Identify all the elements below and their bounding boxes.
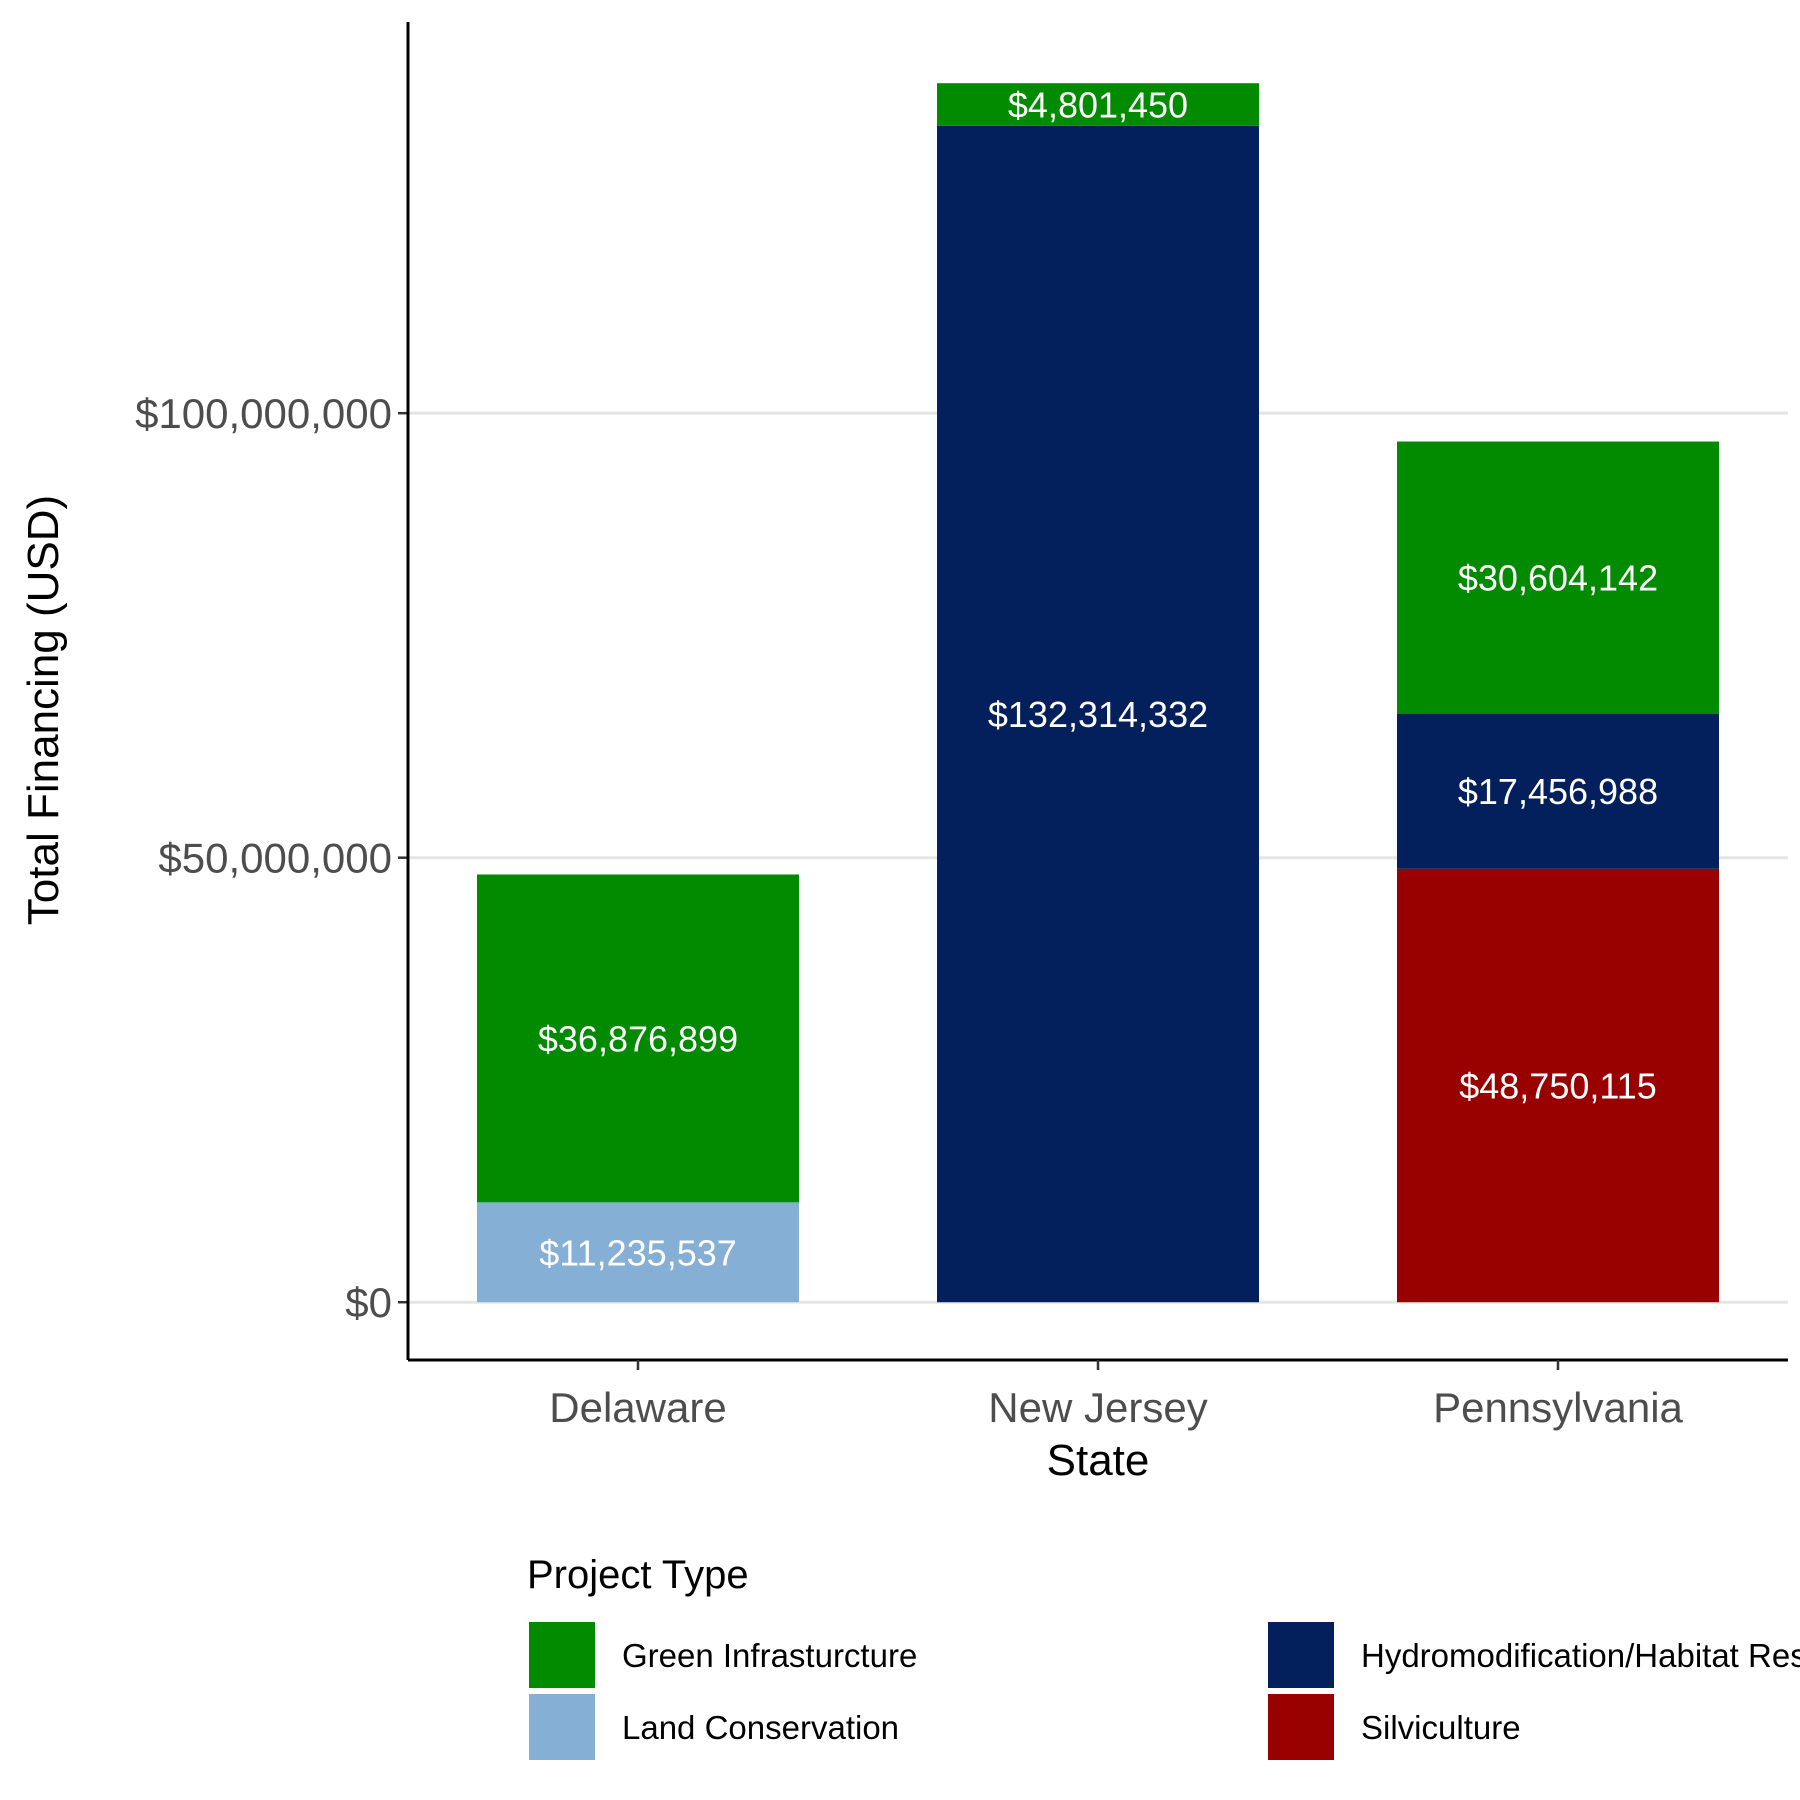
bar-segment	[1397, 713, 1719, 869]
x-tick-label: Pennsylvania	[1433, 1384, 1683, 1431]
legend-entry-label: Land Conservation	[622, 1709, 899, 1746]
bar-value-label: $11,235,537	[539, 1232, 737, 1273]
legend-swatch	[529, 1694, 595, 1760]
bar-segment	[1397, 868, 1719, 1303]
bars	[477, 83, 1719, 1303]
bar-value-label: $30,604,142	[1458, 558, 1658, 599]
legend-swatch	[1268, 1694, 1334, 1760]
x-axis-title: State	[1047, 1436, 1150, 1485]
y-tick-label: $0	[345, 1279, 392, 1326]
bar-value-label: $17,456,988	[1458, 771, 1658, 812]
axes: $0 $50,000,000 $100,000,000 Delaware New Jer…	[135, 22, 1788, 1431]
y-tick-label: $100,000,000	[135, 390, 392, 437]
bar-segment	[937, 83, 1259, 126]
x-tick-label: Delaware	[549, 1384, 726, 1431]
bar-segment	[1397, 441, 1719, 714]
bar-value-label: $36,876,899	[538, 1018, 738, 1059]
legend-swatch	[529, 1622, 595, 1688]
bar-value-labels: $48,750,115 $11,235,537 $132,314,332 $17,45…	[538, 85, 1658, 1274]
x-tick-label: New Jersey	[988, 1384, 1207, 1431]
legend-entry-label: Green Infrasturcture	[622, 1637, 917, 1674]
bar-value-label: $48,750,115	[1459, 1066, 1657, 1107]
bar-value-label: $132,314,332	[988, 694, 1208, 735]
bar-segment	[477, 1202, 799, 1303]
y-tick-label: $50,000,000	[158, 835, 392, 882]
legend[interactable]: Green Infrasturcture Land Conservation Hyd…	[529, 1622, 1800, 1760]
legend-entry-label: Hydromodification/Habitat Restoration	[1361, 1637, 1800, 1674]
bar-value-label: $4,801,450	[1008, 85, 1188, 126]
y-axis-title: Total Financing (USD)	[19, 495, 68, 925]
legend-swatch	[1268, 1622, 1334, 1688]
legend-entry-label: Silviculture	[1361, 1709, 1521, 1746]
legend-title: Project Type	[527, 1553, 749, 1597]
bar-segment	[937, 125, 1259, 1303]
bar-segment	[477, 874, 799, 1203]
